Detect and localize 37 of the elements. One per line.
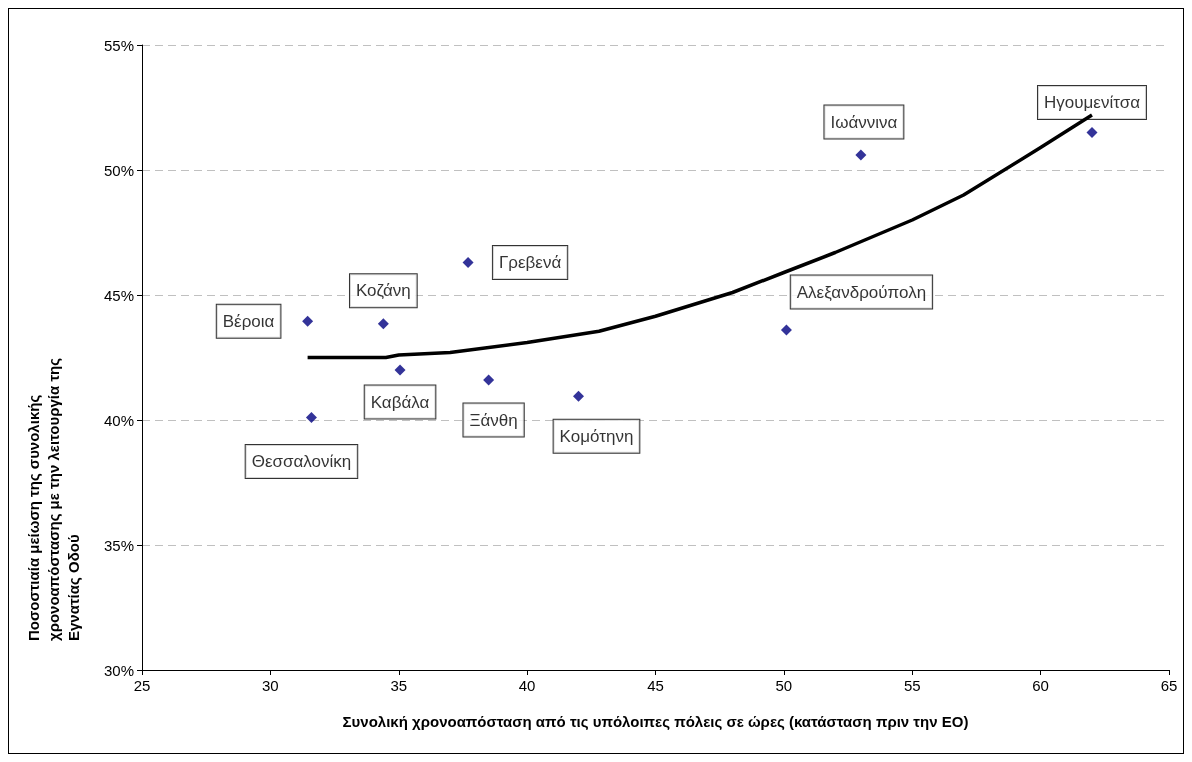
x-tick-label: 65	[1160, 677, 1178, 694]
y-tick-label: 50%	[103, 161, 134, 179]
y-axis-title: Ποσοστιαία μείωση της συνολικής χρονοαπόστασης με την λειτουργία της Εγνατίας Οδού	[24, 353, 82, 641]
annotation: Αλεξανδρούπολη	[796, 282, 927, 302]
x-axis-title: Συνολική χρονοαπόσταση από τις υπόλοιπες πόλεις σε ώρες (κατάσταση πριν την ΕΟ)	[342, 713, 969, 730]
y-tick-label: 30%	[103, 661, 134, 679]
y-tick-label: 55%	[103, 36, 134, 54]
y-tick-label: 45%	[103, 286, 134, 304]
annotation: Βέροια	[222, 311, 275, 331]
x-tick-label: 60	[1032, 677, 1049, 694]
point	[394, 364, 406, 376]
annotation: Ηγουμενίτσα	[1043, 93, 1141, 112]
annotation: Γρεβενά	[498, 253, 562, 272]
x-tick-label: 40	[518, 677, 536, 694]
point	[305, 412, 317, 423]
x-tick-label: 35	[390, 677, 408, 694]
point	[1086, 127, 1098, 138]
point	[302, 315, 314, 327]
annotation: Θεσσαλονίκη	[251, 452, 352, 471]
point	[462, 257, 474, 268]
x-tick-label: 55	[903, 677, 921, 694]
annotation: Ξάνθη	[469, 410, 518, 430]
y-tick-label: 40%	[103, 411, 134, 429]
annotation: Καβάλα	[370, 392, 430, 412]
point	[855, 149, 867, 161]
x-tick-label: 50	[775, 677, 793, 694]
point	[572, 390, 584, 402]
y-tick-label: 35%	[103, 536, 134, 554]
annotation: Κοζάνη	[355, 281, 411, 301]
point	[483, 374, 495, 386]
annotation: Ιωάννινα	[830, 112, 898, 132]
x-tick-label: 30	[262, 677, 279, 694]
annotation: Κομότηνη	[559, 426, 634, 446]
x-tick-label: 45	[647, 677, 664, 694]
point	[377, 318, 389, 330]
point	[780, 324, 792, 336]
x-tick-label: 25	[133, 677, 151, 694]
